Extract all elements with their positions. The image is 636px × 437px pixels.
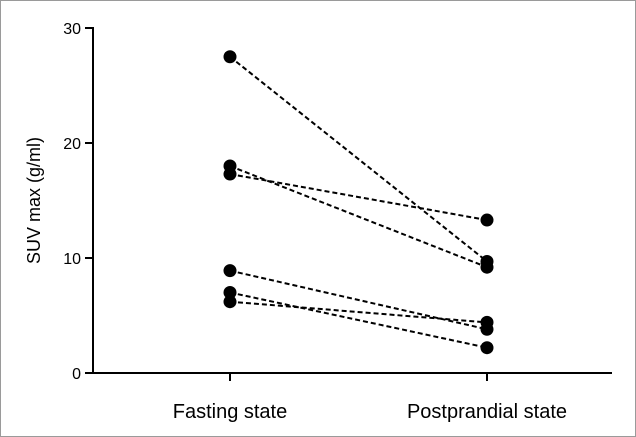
series-lines bbox=[229, 55, 488, 349]
axes bbox=[92, 27, 612, 374]
x-ticks: Fasting state Postprandial state bbox=[173, 373, 567, 423]
y-tick-label: 20 bbox=[63, 136, 81, 153]
fasting-point bbox=[223, 295, 237, 309]
x-category-label: Postprandial state bbox=[407, 401, 567, 423]
postprandial-point bbox=[480, 213, 494, 227]
fasting-point bbox=[223, 167, 237, 181]
y-axis-title: SUV max (g/ml) bbox=[24, 137, 44, 264]
series-points bbox=[223, 50, 494, 355]
fasting-point bbox=[223, 264, 237, 278]
y-ticks: 0 10 20 30 bbox=[63, 21, 93, 383]
y-tick-label: 30 bbox=[63, 21, 81, 38]
series-line bbox=[229, 269, 488, 331]
fasting-point bbox=[223, 286, 237, 299]
fasting-point bbox=[223, 50, 237, 64]
series-line bbox=[229, 165, 488, 269]
series-line bbox=[229, 173, 488, 222]
series-line bbox=[229, 300, 488, 324]
y-tick-label: 10 bbox=[63, 251, 81, 268]
x-category-label: Fasting state bbox=[173, 401, 288, 423]
y-tick-label: 0 bbox=[72, 366, 81, 383]
postprandial-point bbox=[480, 315, 494, 329]
series-line bbox=[229, 291, 488, 349]
postprandial-point bbox=[480, 260, 494, 274]
postprandial-point bbox=[480, 341, 494, 355]
series-line bbox=[229, 55, 488, 263]
